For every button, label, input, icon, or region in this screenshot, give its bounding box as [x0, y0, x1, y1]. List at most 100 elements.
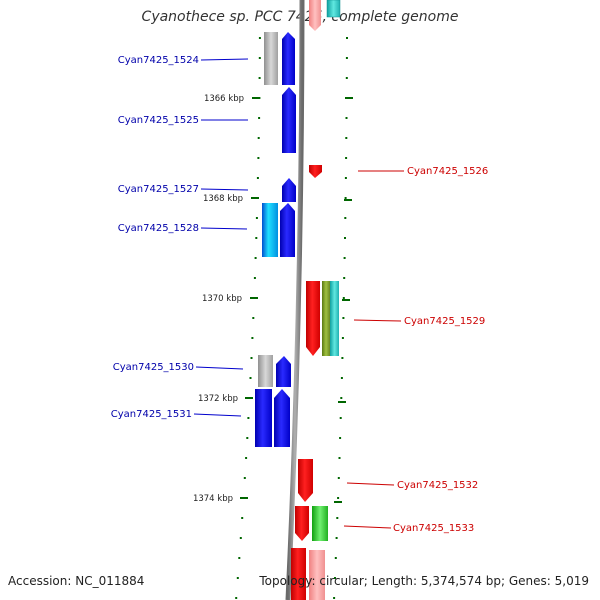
tick-dot-left	[245, 457, 248, 459]
scale-tick-right-1368	[344, 199, 352, 201]
tick-dot-right	[344, 197, 347, 199]
tick-dot-left	[258, 117, 261, 119]
tick-dot-right	[344, 237, 346, 239]
tick-dot-right	[343, 277, 346, 279]
gene-block-bottom-red-partial[interactable]	[291, 548, 306, 600]
gene-block-bottom-pink-partial[interactable]	[309, 550, 325, 600]
scale-label-1366: 1366 kbp	[204, 94, 244, 104]
tick-dot-right	[345, 137, 348, 139]
tick-dot-right	[343, 257, 346, 259]
scale-label-1372: 1372 kbp	[198, 394, 238, 404]
tick-dot-right	[341, 357, 344, 359]
gene-label-1528[interactable]: Cyan7425_1528	[118, 223, 199, 234]
leader-line-1528	[200, 227, 248, 230]
tick-dot-left	[239, 537, 242, 539]
gene-block-1531[interactable]	[255, 389, 272, 447]
accession-text: Accession: NC_011884	[8, 574, 145, 588]
scale-label-1368: 1368 kbp	[203, 194, 243, 204]
leader-line-1527	[200, 188, 249, 191]
tick-dot-right	[338, 457, 341, 459]
genome-backbone	[285, 0, 305, 600]
tick-dot-right	[344, 217, 347, 219]
leader-line-1524	[200, 58, 249, 61]
tick-dot-left	[252, 317, 255, 319]
leader-line-1530	[195, 366, 244, 370]
gene-label-1524[interactable]: Cyan7425_1524	[118, 55, 199, 66]
tick-dot-right	[342, 317, 345, 319]
tick-dot-left	[256, 177, 259, 179]
gene-label-1532[interactable]: Cyan7425_1532	[397, 480, 478, 491]
gene-label-1530[interactable]: Cyan7425_1530	[113, 362, 194, 373]
tick-dot-left	[236, 577, 239, 579]
tick-dot-left	[246, 437, 249, 439]
tick-dot-left	[258, 77, 261, 79]
tick-dot-left	[250, 357, 253, 359]
scale-tick-1372	[245, 397, 253, 399]
gene-block-teal-1529[interactable]	[330, 281, 339, 356]
tick-dot-right	[334, 557, 337, 559]
scale-tick-right-1372	[338, 401, 346, 403]
tick-dot-right	[345, 117, 348, 119]
gene-arrow-1525[interactable]	[282, 87, 296, 153]
tick-dot-right	[340, 397, 343, 399]
tick-dot-left	[249, 377, 252, 379]
tick-dot-right	[340, 377, 343, 379]
gene-arrow-1529[interactable]	[306, 281, 320, 356]
gene-block-gray-1530[interactable]	[258, 355, 273, 387]
tick-dot-left	[257, 157, 260, 159]
scale-label-1374: 1374 kbp	[193, 494, 233, 504]
tick-dot-right	[344, 177, 347, 179]
tick-dot-right	[335, 537, 338, 539]
tick-dot-right	[333, 597, 336, 599]
tick-dot-left	[238, 557, 241, 559]
scale-tick-right-1366	[345, 97, 353, 99]
scale-tick-1366	[252, 97, 260, 99]
gene-block-top-teal-partial[interactable]	[326, 0, 341, 18]
leader-line-1533	[343, 525, 392, 529]
gene-block-olive-1529[interactable]	[322, 281, 330, 356]
gene-block-green-1533[interactable]	[312, 506, 328, 541]
leader-line-1529	[353, 319, 402, 322]
scale-label-1370: 1370 kbp	[202, 294, 242, 304]
scale-tick-right-1370	[342, 299, 350, 301]
tick-dot-left	[255, 237, 258, 239]
tick-dot-left	[258, 57, 261, 59]
gene-arrow-1528[interactable]	[280, 203, 295, 257]
gene-arrow-1530[interactable]	[276, 356, 291, 387]
tick-dot-right	[337, 497, 340, 499]
topology-text: Topology: circular; Length: 5,374,574 bp…	[259, 574, 589, 588]
gene-block-gray-1524[interactable]	[264, 32, 278, 85]
tick-dot-left	[258, 37, 261, 39]
gene-label-1533[interactable]: Cyan7425_1533	[393, 523, 474, 534]
tick-dot-right	[336, 517, 339, 519]
ticks-left	[235, 37, 261, 599]
gene-label-1525[interactable]: Cyan7425_1525	[118, 115, 199, 126]
gene-arrow-1527[interactable]	[282, 178, 296, 202]
tick-dot-right	[334, 577, 336, 579]
tick-dot-left	[255, 217, 258, 219]
tick-dot-left	[247, 417, 250, 419]
gene-arrow-1531[interactable]	[274, 389, 290, 447]
gene-arrow-1526[interactable]	[309, 165, 322, 178]
gene-arrow-1532[interactable]	[298, 459, 313, 502]
tick-dot-left	[251, 337, 254, 339]
tick-dot-right	[345, 77, 348, 79]
gene-label-1527[interactable]: Cyan7425_1527	[118, 184, 199, 195]
tick-dot-left	[235, 597, 238, 599]
gene-block-cyan-1528[interactable]	[262, 203, 278, 257]
scale-tick-1374	[240, 497, 248, 499]
gene-label-1526[interactable]: Cyan7425_1526	[407, 166, 488, 177]
gene-arrow-1524[interactable]	[282, 32, 295, 85]
gene-arrow-1533[interactable]	[295, 506, 309, 541]
scale-tick-1368	[251, 197, 259, 199]
tick-dot-right	[345, 57, 348, 59]
gene-label-1531[interactable]: Cyan7425_1531	[111, 409, 192, 420]
gene-label-1529[interactable]: Cyan7425_1529	[404, 316, 485, 327]
gene-arrow-top-red-partial[interactable]	[309, 0, 321, 31]
scale-tick-right-1374	[334, 501, 342, 503]
tick-dot-left	[253, 277, 256, 279]
tick-dot-right	[346, 37, 348, 39]
tick-dot-left	[254, 257, 257, 259]
